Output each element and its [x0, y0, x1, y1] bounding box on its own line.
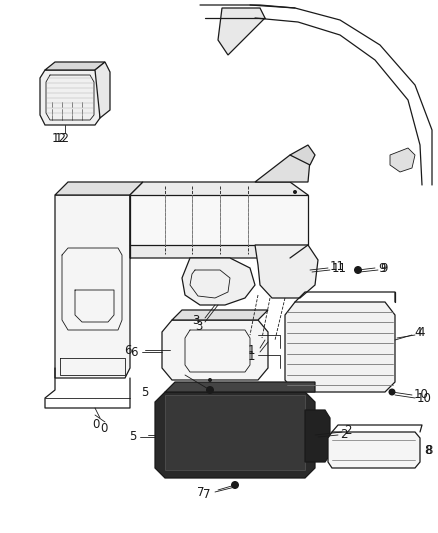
- Text: 5: 5: [129, 431, 136, 443]
- Polygon shape: [130, 195, 308, 245]
- Text: 7: 7: [198, 486, 205, 498]
- Text: 6: 6: [131, 345, 138, 359]
- Polygon shape: [130, 182, 308, 258]
- Polygon shape: [285, 302, 395, 392]
- Polygon shape: [218, 8, 265, 55]
- Circle shape: [231, 481, 239, 489]
- Polygon shape: [40, 70, 100, 125]
- Text: 1: 1: [248, 350, 255, 362]
- Text: 10: 10: [417, 392, 432, 405]
- Circle shape: [389, 389, 396, 395]
- Polygon shape: [255, 245, 318, 298]
- Polygon shape: [165, 395, 305, 470]
- Text: 11: 11: [330, 260, 345, 272]
- Text: 12: 12: [55, 132, 70, 144]
- Text: 8: 8: [424, 443, 431, 456]
- Text: 9: 9: [380, 262, 388, 274]
- Polygon shape: [172, 310, 268, 320]
- Text: 12: 12: [52, 132, 67, 144]
- Text: 4: 4: [417, 327, 424, 340]
- Polygon shape: [95, 62, 110, 118]
- Text: 2: 2: [340, 429, 347, 441]
- Polygon shape: [290, 145, 315, 165]
- Text: 2: 2: [344, 424, 352, 437]
- Polygon shape: [165, 382, 315, 392]
- Text: 3: 3: [192, 313, 199, 327]
- Text: 11: 11: [332, 262, 347, 274]
- Polygon shape: [55, 182, 143, 195]
- Text: 8: 8: [425, 443, 432, 456]
- Text: 3: 3: [195, 319, 202, 333]
- Text: 0: 0: [100, 422, 107, 434]
- Polygon shape: [390, 148, 415, 172]
- Polygon shape: [45, 62, 105, 70]
- Polygon shape: [328, 432, 420, 468]
- Polygon shape: [155, 392, 315, 478]
- Text: 1: 1: [248, 343, 255, 357]
- Circle shape: [206, 386, 214, 394]
- Polygon shape: [182, 258, 255, 305]
- Text: 7: 7: [202, 488, 210, 500]
- Text: 4: 4: [414, 327, 421, 340]
- Text: 9: 9: [378, 262, 385, 274]
- Circle shape: [208, 378, 212, 382]
- Circle shape: [354, 266, 362, 274]
- Polygon shape: [162, 320, 268, 380]
- Text: 5: 5: [141, 385, 148, 399]
- Circle shape: [293, 190, 297, 194]
- Polygon shape: [255, 155, 310, 182]
- Text: 6: 6: [124, 343, 132, 357]
- Polygon shape: [55, 195, 130, 378]
- Polygon shape: [305, 410, 330, 462]
- Text: 0: 0: [92, 418, 100, 432]
- Text: 10: 10: [414, 389, 429, 401]
